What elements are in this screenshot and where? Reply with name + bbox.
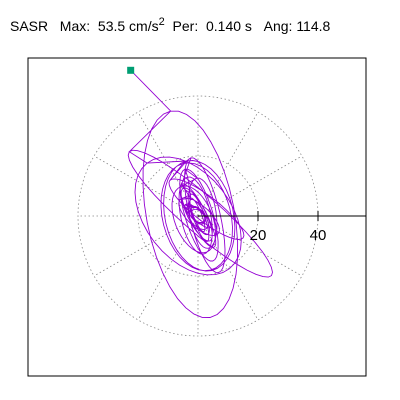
trace-path [127, 69, 273, 318]
grid-spoke-30 [197, 155, 303, 217]
max-exponent: 2 [158, 16, 165, 28]
tick-label-40: 40 [310, 227, 327, 244]
peak-marker [127, 66, 135, 74]
tick-label-20: 20 [250, 227, 267, 244]
angle-value: 114.8 [296, 18, 331, 34]
grid-spoke-330 [197, 215, 303, 277]
component-label: SASR [10, 18, 49, 34]
period-label: Per: [172, 18, 199, 34]
max-value: 53.5 cm/s [97, 18, 159, 34]
angle-label: Ang: [263, 18, 293, 34]
motion-trace [127, 69, 273, 318]
radial-axis: 20 40 [198, 211, 366, 244]
period-value: 0.140 s [206, 18, 252, 34]
max-label: Max: [59, 18, 91, 34]
plot-frame [27, 57, 367, 377]
grid-spoke-240 [137, 215, 199, 321]
peak-marker-group [127, 66, 135, 74]
grid-spoke-210 [93, 215, 199, 277]
plot-header: SASR Max: 53.5 cm/s2 Per: 0.140 s Ang: 1… [10, 16, 330, 34]
grid-spoke-300 [197, 215, 259, 321]
